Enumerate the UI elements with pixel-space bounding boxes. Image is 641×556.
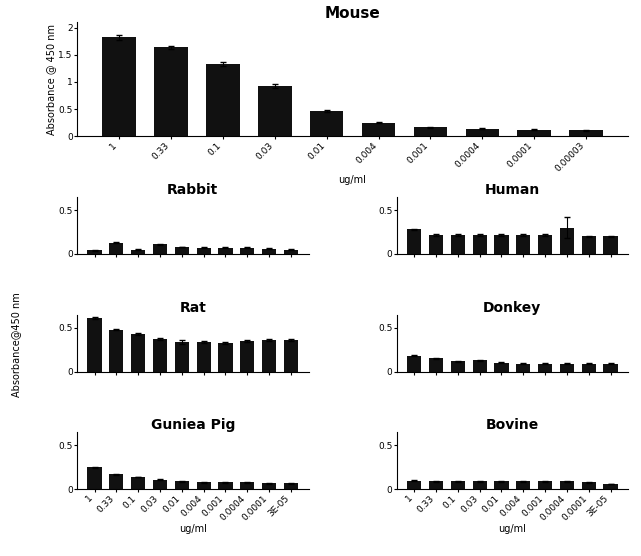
X-axis label: ug/ml: ug/ml bbox=[499, 524, 526, 534]
Bar bbox=[538, 364, 552, 371]
Bar bbox=[451, 361, 465, 371]
Bar bbox=[284, 340, 298, 371]
Bar bbox=[429, 235, 443, 254]
Title: Rat: Rat bbox=[179, 301, 206, 315]
Bar bbox=[603, 364, 618, 371]
Bar bbox=[219, 482, 233, 489]
Bar bbox=[494, 363, 508, 371]
Bar bbox=[197, 248, 211, 254]
X-axis label: ug/ml: ug/ml bbox=[338, 175, 367, 185]
Bar bbox=[87, 250, 102, 254]
Bar bbox=[407, 356, 421, 371]
Bar bbox=[153, 339, 167, 371]
Bar bbox=[569, 130, 603, 136]
Bar bbox=[581, 236, 596, 254]
Title: Donkey: Donkey bbox=[483, 301, 542, 315]
Bar bbox=[451, 235, 465, 254]
Title: Guniea Pig: Guniea Pig bbox=[151, 418, 235, 432]
Bar bbox=[262, 249, 276, 254]
Bar bbox=[516, 364, 530, 371]
Bar bbox=[603, 236, 618, 254]
Bar bbox=[494, 481, 508, 489]
Bar bbox=[560, 227, 574, 254]
Bar bbox=[310, 111, 344, 136]
Bar bbox=[219, 342, 233, 371]
Bar bbox=[258, 86, 292, 136]
Bar bbox=[154, 47, 188, 136]
Bar bbox=[472, 235, 487, 254]
Bar bbox=[429, 359, 443, 371]
Bar bbox=[516, 481, 530, 489]
Bar bbox=[87, 318, 102, 371]
Bar bbox=[494, 235, 508, 254]
X-axis label: ug/ml: ug/ml bbox=[179, 524, 206, 534]
Bar bbox=[240, 248, 254, 254]
Bar bbox=[538, 235, 552, 254]
Bar bbox=[175, 247, 189, 254]
Bar bbox=[197, 342, 211, 371]
Bar bbox=[153, 244, 167, 254]
Bar bbox=[284, 483, 298, 489]
Bar bbox=[240, 482, 254, 489]
Bar bbox=[87, 468, 102, 489]
Bar bbox=[206, 64, 240, 136]
Bar bbox=[516, 235, 530, 254]
Bar bbox=[219, 248, 233, 254]
Bar bbox=[581, 364, 596, 371]
Bar bbox=[175, 342, 189, 371]
Bar bbox=[153, 480, 167, 489]
Bar bbox=[407, 480, 421, 489]
Bar bbox=[472, 360, 487, 371]
Bar bbox=[109, 474, 124, 489]
Bar bbox=[581, 482, 596, 489]
Bar bbox=[407, 230, 421, 254]
Bar bbox=[284, 250, 298, 254]
Bar bbox=[131, 334, 146, 371]
Y-axis label: Absorbance @ 450 nm: Absorbance @ 450 nm bbox=[46, 24, 56, 135]
Bar bbox=[175, 481, 189, 489]
Bar bbox=[109, 242, 124, 254]
Title: Mouse: Mouse bbox=[325, 6, 380, 21]
Bar bbox=[538, 481, 552, 489]
Bar bbox=[262, 340, 276, 371]
Bar bbox=[131, 477, 146, 489]
Bar bbox=[560, 364, 574, 371]
Text: Absorbance@450 nm: Absorbance@450 nm bbox=[11, 292, 21, 397]
Title: Human: Human bbox=[485, 183, 540, 197]
Title: Bovine: Bovine bbox=[486, 418, 539, 432]
Bar bbox=[362, 123, 395, 136]
Bar bbox=[472, 481, 487, 489]
Bar bbox=[102, 37, 136, 136]
Bar bbox=[465, 129, 499, 136]
Bar bbox=[451, 481, 465, 489]
Bar bbox=[603, 484, 618, 489]
Bar bbox=[131, 250, 146, 254]
Bar bbox=[413, 127, 447, 136]
Bar bbox=[240, 341, 254, 371]
Bar bbox=[262, 483, 276, 489]
Bar bbox=[429, 481, 443, 489]
Bar bbox=[517, 130, 551, 136]
Bar bbox=[560, 481, 574, 489]
Bar bbox=[197, 482, 211, 489]
Title: Rabbit: Rabbit bbox=[167, 183, 219, 197]
Bar bbox=[109, 330, 124, 371]
